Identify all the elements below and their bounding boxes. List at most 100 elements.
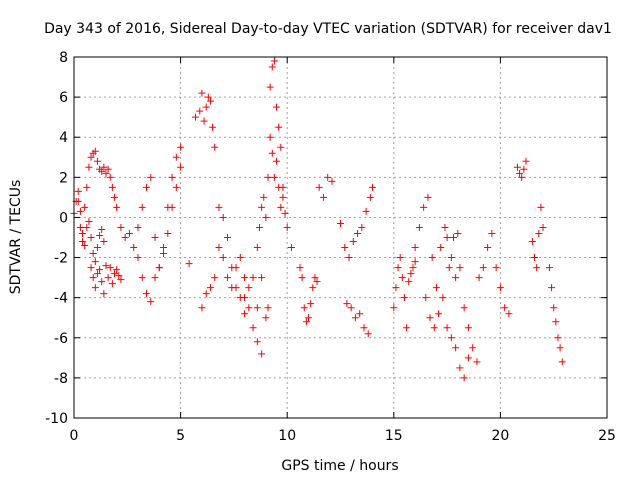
x-tick-label: 5 — [176, 428, 185, 444]
data-point — [439, 294, 447, 302]
data-point — [545, 264, 553, 272]
data-point — [298, 274, 306, 282]
data-point — [253, 244, 261, 252]
data-point — [98, 278, 106, 286]
data-point — [100, 238, 108, 246]
data-point — [309, 284, 317, 292]
data-point — [93, 157, 101, 165]
data-point — [488, 229, 496, 237]
data-point — [522, 157, 530, 165]
data-point — [121, 234, 129, 241]
data-point — [441, 223, 449, 231]
data-point — [96, 266, 104, 274]
data-point — [349, 238, 357, 246]
data-point — [313, 278, 321, 286]
data-point — [134, 254, 142, 262]
data-point — [443, 234, 451, 241]
data-point — [106, 173, 114, 181]
y-tick-label: -8 — [54, 371, 68, 387]
data-point — [548, 284, 556, 292]
data-point — [337, 219, 344, 227]
data-point — [266, 83, 274, 91]
y-axis-label: SDTVAR / TECUs — [8, 180, 24, 295]
data-point — [172, 183, 180, 191]
data-point — [253, 338, 261, 346]
data-point — [224, 234, 232, 241]
data-point — [452, 344, 460, 352]
data-point — [74, 197, 82, 205]
data-point — [98, 167, 106, 175]
y-tick-label: -10 — [45, 411, 68, 427]
data-point — [258, 350, 266, 358]
data-point — [456, 264, 464, 272]
data-point — [484, 244, 492, 252]
data-point — [537, 203, 545, 211]
data-point — [279, 193, 287, 201]
data-point — [452, 274, 460, 282]
data-point — [215, 244, 223, 252]
data-point — [198, 304, 206, 312]
data-point — [443, 324, 451, 332]
data-point — [117, 223, 125, 231]
data-point — [241, 274, 249, 282]
x-tick-label: 25 — [598, 428, 616, 444]
data-point — [456, 364, 464, 372]
data-point — [91, 147, 99, 155]
data-point — [206, 97, 214, 105]
data-point — [473, 358, 481, 366]
data-point — [79, 229, 87, 237]
data-point — [449, 234, 457, 241]
data-point — [138, 274, 146, 282]
data-point — [268, 63, 276, 71]
data-point — [505, 310, 513, 318]
data-point — [343, 300, 351, 308]
data-point — [245, 284, 253, 292]
data-point — [273, 157, 281, 165]
data-point — [368, 183, 376, 191]
data-point — [202, 103, 210, 111]
data-point — [264, 173, 272, 181]
data-point — [270, 173, 278, 181]
data-point — [531, 254, 539, 262]
data-point — [192, 113, 200, 121]
data-point — [76, 207, 84, 215]
data-point — [219, 213, 227, 221]
data-point — [249, 274, 257, 282]
data-point — [83, 223, 91, 231]
data-point — [475, 274, 483, 282]
data-point — [76, 223, 84, 231]
x-axis-label: GPS time / hours — [281, 458, 398, 474]
data-point — [275, 123, 283, 131]
data-point — [245, 304, 253, 312]
data-point — [211, 143, 219, 151]
y-tick-label: 4 — [59, 130, 68, 146]
data-point — [87, 234, 95, 241]
y-tick-label: -2 — [54, 251, 68, 267]
data-point — [296, 264, 304, 272]
data-point — [392, 284, 400, 292]
data-point — [460, 304, 468, 312]
data-point — [435, 310, 443, 318]
data-point — [79, 238, 87, 246]
data-point — [528, 238, 536, 246]
data-point — [177, 143, 185, 151]
data-point — [138, 203, 146, 211]
data-point — [432, 284, 440, 292]
data-point — [550, 304, 558, 312]
data-point — [93, 244, 101, 252]
data-point — [87, 264, 95, 272]
data-point — [200, 117, 208, 125]
data-point — [85, 217, 93, 225]
y-tick-label: -4 — [54, 291, 68, 307]
data-point — [501, 304, 509, 312]
data-point — [273, 103, 281, 111]
data-point — [400, 294, 408, 302]
data-point — [535, 229, 543, 237]
y-tick-label: 8 — [59, 50, 68, 66]
data-point — [520, 165, 528, 173]
data-point — [117, 276, 125, 284]
data-point — [91, 258, 99, 266]
data-point — [249, 324, 257, 332]
data-point — [130, 244, 138, 252]
